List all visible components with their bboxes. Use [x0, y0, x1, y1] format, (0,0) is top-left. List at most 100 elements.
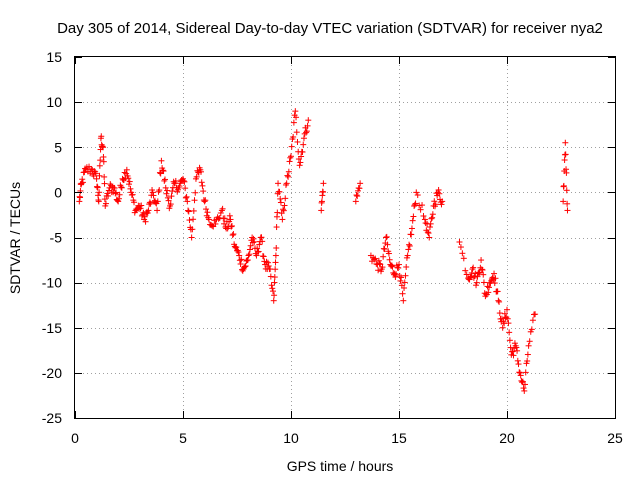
data-point: [522, 381, 528, 388]
data-point: [526, 338, 533, 345]
x-axis-label: GPS time / hours: [287, 458, 394, 474]
data-point: [375, 257, 382, 264]
data-point: [264, 259, 271, 266]
data-point: [190, 216, 197, 223]
data-point: [270, 288, 276, 295]
data-point: [438, 201, 445, 208]
data-point: [389, 263, 396, 270]
data-point: [491, 280, 498, 287]
data-point: [142, 218, 149, 225]
data-point: [357, 180, 364, 187]
data-point: [410, 213, 417, 220]
data-point: [282, 181, 289, 188]
data-point: [144, 210, 151, 217]
data-point: [304, 122, 311, 129]
y-tick-label: -10: [42, 275, 62, 291]
data-point: [79, 176, 86, 183]
data-point: [564, 207, 571, 214]
data-point: [388, 263, 395, 270]
data-point: [473, 282, 480, 289]
y-tick-label: -5: [50, 230, 63, 246]
data-point: [406, 241, 413, 248]
data-point: [524, 357, 531, 364]
x-tick-labels: 0 5 10 15 20 25: [71, 430, 623, 446]
data-point: [228, 222, 235, 229]
data-point: [150, 192, 157, 199]
data-point: [391, 270, 398, 277]
data-point: [509, 348, 516, 355]
data-point: [280, 207, 287, 214]
data-point: [352, 198, 359, 205]
data-point: [353, 192, 360, 199]
data-point: [193, 173, 200, 180]
data-point: [435, 186, 442, 193]
y-tick-label: 0: [54, 184, 62, 200]
data-point: [188, 234, 195, 241]
data-point: [147, 200, 154, 207]
data-point: [431, 198, 438, 205]
x-tick-label: 5: [179, 430, 187, 446]
data-point: [267, 273, 274, 280]
data-point: [318, 198, 325, 205]
data-point: [242, 263, 249, 270]
data-point: [254, 245, 261, 252]
data-point: [198, 179, 205, 186]
data-point: [510, 352, 517, 359]
data-point: [514, 357, 521, 364]
data-point: [185, 207, 192, 214]
data-point: [137, 205, 144, 212]
data-point: [246, 246, 253, 253]
data-point: [271, 279, 278, 286]
data-point: [436, 190, 443, 197]
data-point: [480, 271, 487, 278]
data-point: [560, 198, 567, 205]
data-point: [305, 117, 312, 124]
data-point: [97, 157, 104, 164]
data-point: [383, 234, 390, 241]
data-point: [101, 173, 108, 180]
data-point: [255, 248, 262, 255]
data-point: [126, 178, 133, 185]
y-tick-label: 5: [54, 139, 62, 155]
data-point: [285, 168, 292, 175]
data-point: [524, 351, 531, 358]
data-point: [388, 262, 395, 269]
axis-ticks: [75, 57, 616, 419]
data-point: [169, 188, 176, 195]
data-point: [256, 241, 263, 248]
chart-title: Day 305 of 2014, Sidereal Day-to-day VTE…: [57, 20, 603, 37]
data-point: [240, 266, 247, 273]
data-point: [320, 189, 327, 196]
data-point: [380, 253, 387, 260]
data-point: [356, 185, 363, 192]
data-point: [217, 209, 224, 216]
data-point: [123, 166, 130, 173]
data-point: [460, 255, 467, 262]
data-point: [282, 195, 289, 202]
data-point: [518, 377, 525, 384]
data-point: [136, 205, 143, 212]
data-point: [403, 263, 410, 270]
data-point: [562, 151, 569, 158]
data-point: [227, 216, 234, 223]
data-point: [87, 170, 94, 177]
data-point: [251, 238, 258, 245]
data-point: [183, 193, 190, 200]
data-point: [118, 184, 125, 191]
data-point: [118, 184, 125, 191]
data-point: [402, 272, 409, 279]
data-point: [478, 266, 485, 273]
data-point: [88, 165, 95, 172]
data-point: [280, 206, 287, 213]
data-point: [505, 320, 512, 327]
data-point: [498, 315, 505, 322]
data-point: [247, 242, 254, 249]
data-point: [263, 258, 270, 265]
data-point: [400, 297, 407, 304]
data-point: [189, 226, 196, 233]
data-point: [528, 326, 535, 333]
data-point: [414, 192, 421, 199]
data-point: [182, 194, 189, 201]
data-point: [485, 289, 492, 296]
data-point: [404, 252, 411, 259]
